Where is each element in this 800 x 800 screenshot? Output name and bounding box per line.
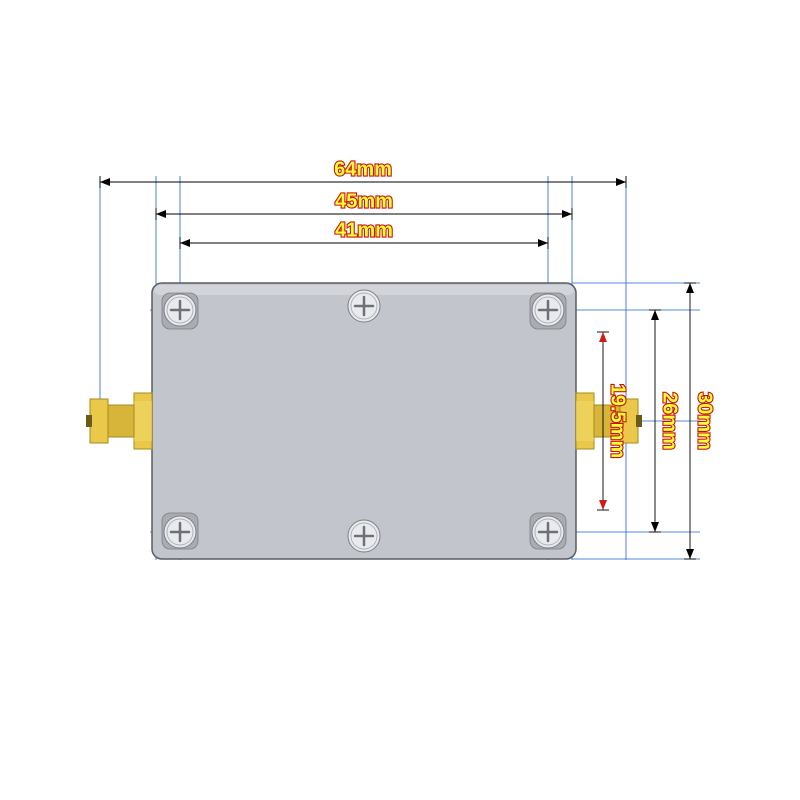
screw: [348, 290, 380, 322]
screw: [164, 294, 196, 326]
connector-left: [86, 393, 152, 449]
screw: [348, 520, 380, 552]
dimension-label: 64mm: [334, 158, 392, 180]
screw: [532, 294, 564, 326]
device-body: [86, 283, 642, 559]
dimension-label: 26mm: [659, 392, 681, 450]
dimension-label: 41mm: [335, 219, 393, 241]
dimension-label: 45mm: [335, 190, 393, 212]
screw: [164, 516, 196, 548]
dimension-label: 30mm: [694, 392, 716, 450]
dimension-label: 19.5mm: [607, 384, 629, 459]
screw: [532, 516, 564, 548]
